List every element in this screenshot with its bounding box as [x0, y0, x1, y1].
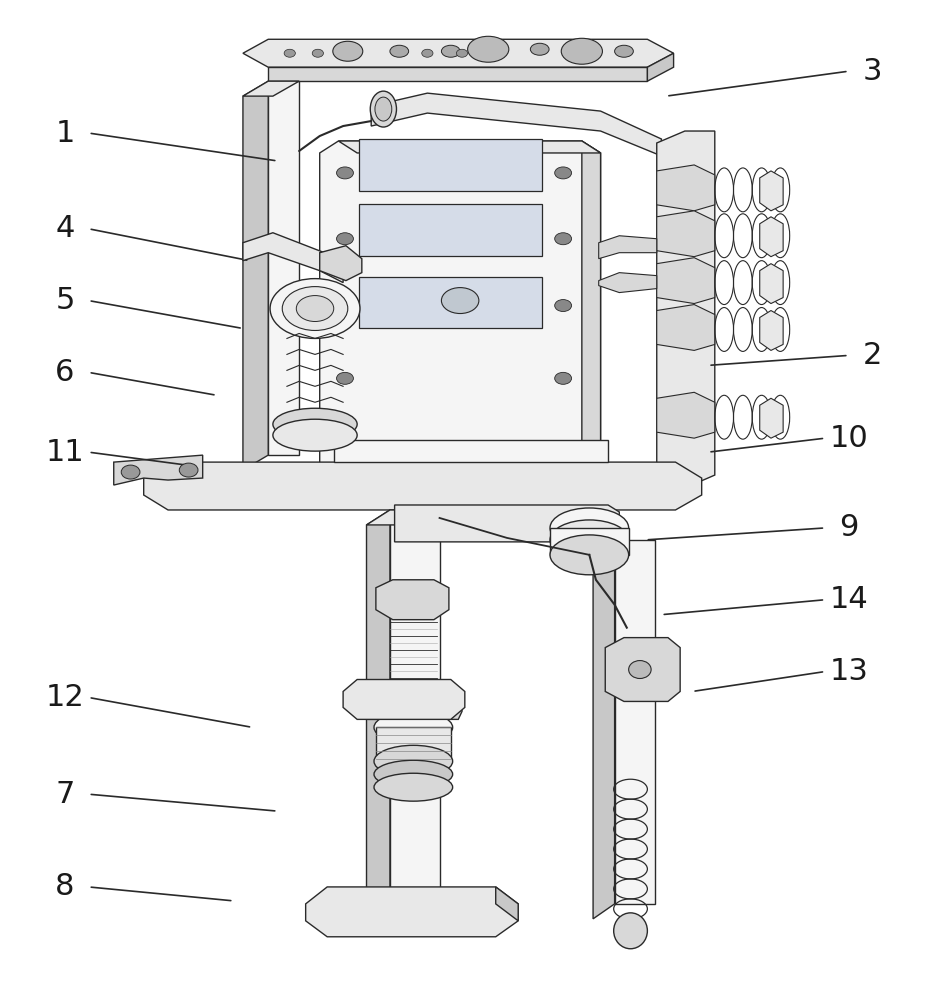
Ellipse shape [312, 49, 323, 57]
Polygon shape [319, 141, 601, 495]
Polygon shape [243, 39, 673, 67]
Text: 12: 12 [46, 683, 85, 712]
Polygon shape [376, 727, 451, 761]
Ellipse shape [283, 287, 347, 330]
Text: 2: 2 [862, 341, 882, 370]
Polygon shape [269, 81, 300, 455]
Polygon shape [656, 305, 715, 350]
Text: 11: 11 [46, 438, 85, 467]
Ellipse shape [370, 91, 396, 127]
Ellipse shape [375, 97, 392, 121]
Ellipse shape [374, 760, 453, 788]
Polygon shape [599, 236, 656, 259]
Text: 7: 7 [55, 780, 75, 809]
Text: 5: 5 [55, 286, 75, 315]
Polygon shape [760, 171, 783, 211]
Text: 1: 1 [55, 119, 75, 148]
Polygon shape [615, 540, 654, 904]
Polygon shape [114, 455, 203, 485]
Ellipse shape [555, 233, 572, 245]
Ellipse shape [441, 45, 460, 57]
Polygon shape [144, 462, 701, 510]
Polygon shape [606, 638, 680, 701]
Polygon shape [243, 81, 269, 470]
Polygon shape [593, 540, 615, 919]
Polygon shape [656, 131, 715, 488]
Polygon shape [760, 398, 783, 438]
Ellipse shape [336, 300, 353, 312]
Ellipse shape [550, 520, 628, 560]
Ellipse shape [270, 279, 360, 338]
Polygon shape [760, 311, 783, 350]
Polygon shape [760, 264, 783, 304]
Polygon shape [243, 233, 343, 283]
Polygon shape [338, 141, 601, 153]
Polygon shape [376, 580, 449, 620]
Ellipse shape [390, 45, 408, 57]
Polygon shape [656, 258, 715, 304]
Ellipse shape [336, 372, 353, 384]
Polygon shape [599, 273, 656, 293]
Ellipse shape [297, 296, 333, 321]
Polygon shape [371, 93, 661, 156]
Ellipse shape [550, 535, 628, 575]
Bar [359, 277, 542, 328]
Ellipse shape [614, 913, 647, 949]
Polygon shape [647, 53, 673, 81]
Ellipse shape [441, 288, 479, 314]
Ellipse shape [531, 43, 549, 55]
Ellipse shape [336, 233, 353, 245]
Polygon shape [364, 689, 462, 719]
Text: 14: 14 [829, 585, 868, 614]
Polygon shape [366, 510, 390, 904]
Polygon shape [760, 217, 783, 257]
Ellipse shape [336, 167, 353, 179]
Ellipse shape [468, 36, 509, 62]
Ellipse shape [285, 49, 296, 57]
Ellipse shape [374, 711, 453, 743]
Text: 9: 9 [839, 513, 858, 542]
Ellipse shape [555, 167, 572, 179]
Polygon shape [306, 887, 518, 937]
Ellipse shape [456, 49, 468, 57]
Ellipse shape [550, 508, 628, 548]
Polygon shape [243, 81, 300, 96]
Text: 4: 4 [55, 214, 75, 243]
Ellipse shape [121, 465, 140, 479]
Ellipse shape [179, 463, 198, 477]
Ellipse shape [374, 773, 453, 801]
Polygon shape [496, 887, 518, 921]
Polygon shape [582, 141, 601, 495]
Ellipse shape [374, 745, 453, 777]
Ellipse shape [332, 41, 362, 61]
Ellipse shape [422, 49, 433, 57]
Text: 3: 3 [862, 57, 882, 86]
Polygon shape [366, 510, 439, 525]
Ellipse shape [555, 372, 572, 384]
Ellipse shape [628, 661, 651, 679]
Polygon shape [394, 505, 620, 542]
Polygon shape [269, 67, 647, 81]
Ellipse shape [615, 45, 633, 57]
Polygon shape [656, 165, 715, 211]
Polygon shape [550, 528, 628, 555]
Ellipse shape [273, 419, 357, 451]
Polygon shape [390, 510, 439, 891]
Text: 10: 10 [829, 424, 868, 453]
Polygon shape [343, 680, 465, 719]
Bar [359, 204, 542, 256]
Text: 13: 13 [829, 657, 869, 686]
Ellipse shape [273, 408, 357, 440]
Text: 8: 8 [55, 872, 75, 901]
Polygon shape [656, 211, 715, 257]
Polygon shape [656, 392, 715, 438]
Polygon shape [319, 246, 362, 281]
Polygon shape [333, 440, 608, 462]
Bar [359, 139, 542, 191]
Text: 6: 6 [55, 358, 75, 387]
Ellipse shape [562, 38, 603, 64]
Ellipse shape [555, 300, 572, 312]
